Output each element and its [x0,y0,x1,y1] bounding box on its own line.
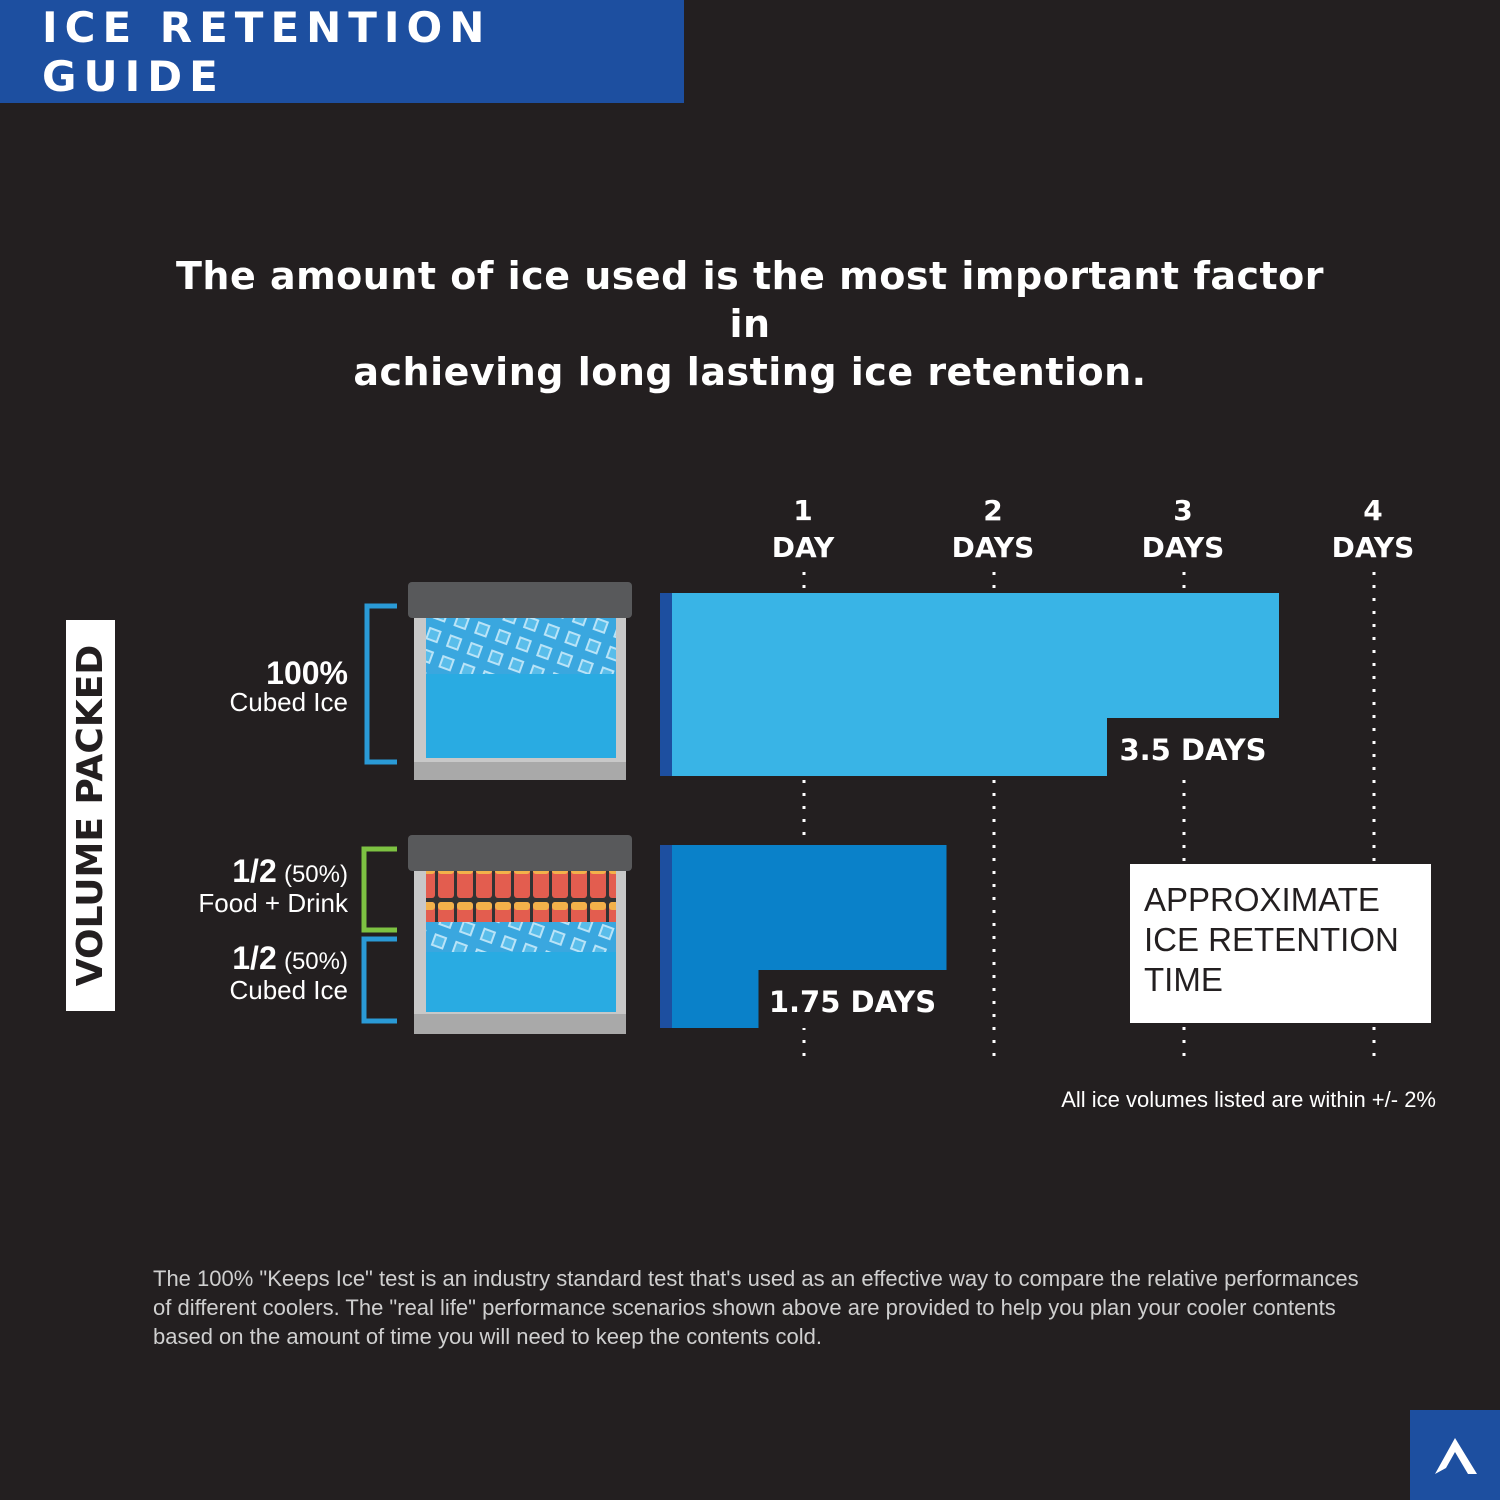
axis-tick-4: 4 DAYS [1313,492,1433,566]
bar-2-label-box [758,970,947,1028]
axis-tick-2-num: 2 [983,494,1003,527]
axis-tick-4-num: 4 [1363,494,1383,527]
row1-percent: 100% [266,655,348,691]
cooler-full-ice-illustration [408,582,632,780]
cooler-half-ice-illustration [408,835,632,1034]
axis-tick-3-unit: DAYS [1141,531,1225,564]
axis-tick-1: 1 DAY [743,492,863,566]
axis-tick-1-unit: DAY [771,531,835,564]
row2-top-fraction: 1/2 [232,853,277,889]
axis-tick-3: 3 DAYS [1123,492,1243,566]
row2-bottom-label: 1/2 (50%) Cubed Ice [229,942,348,1005]
bar-2-value-label: 1.75 DAYS [769,985,936,1019]
bracket-cubed-ice [361,936,397,1024]
row2-top-desc: Food + Drink [198,888,348,918]
header-title: ICE RETENTION GUIDE [42,2,492,101]
axis-tick-2: 2 DAYS [933,492,1053,566]
legend-line-2: ICE RETENTION [1144,921,1399,958]
brand-logo-icon [1410,1410,1500,1500]
row2-bottom-desc: Cubed Ice [229,975,348,1005]
legend-line-1: APPROXIMATE [1144,881,1380,918]
axis-tick-3-num: 3 [1173,494,1193,527]
bar-1-value-label: 3.5 DAYS [1119,733,1266,767]
footnote: The 100% "Keeps Ice" test is an industry… [153,1266,1359,1349]
axis-tick-2-unit: DAYS [951,531,1035,564]
row1-label: 100% Cubed Ice [229,655,348,717]
headline: The amount of ice used is the most impor… [150,252,1350,396]
bars-group: 3.5 DAYS 1.75 DAYS [660,593,1279,1028]
headline-line-2: achieving long lasting ice retention. [353,350,1147,394]
row2-top-percent: (50%) [283,861,348,888]
bar-1-label-box [1107,718,1279,776]
row2-bottom-fraction: 1/2 [232,940,277,976]
axis-tick-4-unit: DAYS [1331,531,1415,564]
bracket-food-drink [361,846,397,933]
tolerance-note: All ice volumes listed are within +/- 2% [1061,1087,1436,1112]
bracket-row1 [364,603,397,765]
headline-line-1: The amount of ice used is the most impor… [175,254,1325,346]
row2-top-label: 1/2 (50%) Food + Drink [198,855,348,918]
row1-desc: Cubed Ice [229,687,348,717]
axis-tick-1-num: 1 [793,494,813,527]
header-banner: ICE RETENTION GUIDE [0,0,684,103]
y-axis-label-box: VOLUME PACKED [66,620,115,1011]
bar-2-edge [660,845,672,1028]
row2-bottom-percent: (50%) [283,948,348,975]
legend-box: APPROXIMATE ICE RETENTION TIME [1130,864,1431,1023]
bar-1-edge [660,593,672,776]
legend-line-3: TIME [1144,961,1223,998]
